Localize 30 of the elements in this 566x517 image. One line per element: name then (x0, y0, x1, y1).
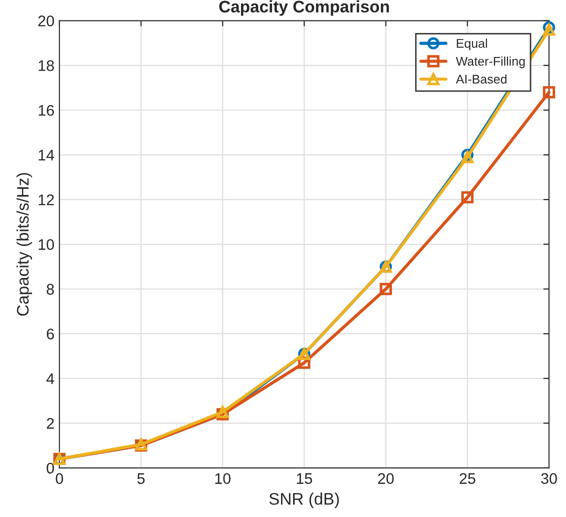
x-tick-label: 10 (215, 473, 231, 484)
legend-label: Equal (456, 38, 487, 50)
y-tick-label: 0 (46, 462, 54, 474)
legend-label: Water-Filling (456, 56, 525, 68)
point (380, 282, 392, 296)
chart-title: Capacity Comparison (219, 0, 389, 16)
y-tick-label: 12 (38, 194, 54, 206)
legend-label: AI-Based (456, 74, 506, 84)
y-tick-label: 4 (46, 373, 54, 384)
y-tick-label: 2 (46, 418, 54, 429)
x-tick-label: 0 (56, 473, 64, 484)
point (542, 24, 556, 36)
point (216, 406, 229, 418)
y-tick-label: 14 (38, 150, 54, 160)
y-tick-label: 18 (38, 60, 54, 72)
x-tick-label: 30 (541, 473, 557, 484)
y-tick-label: 20 (38, 16, 54, 26)
x-tick-label: 5 (137, 473, 145, 484)
x-tick-label: 15 (296, 473, 312, 484)
y-tick-label: 10 (38, 239, 54, 250)
y-tick-label: 6 (46, 328, 54, 340)
y-tick-label: 8 (46, 284, 54, 295)
x-axis-title: SNR (dB) (269, 492, 339, 508)
y-axis-title: Capacity (bits/s/Hz) (16, 173, 32, 316)
point (542, 86, 556, 98)
y-tick-label: 16 (38, 104, 54, 116)
x-tick-label: 20 (378, 473, 394, 484)
x-tick-label: 25 (460, 473, 476, 484)
point (461, 191, 474, 204)
point (461, 150, 474, 164)
